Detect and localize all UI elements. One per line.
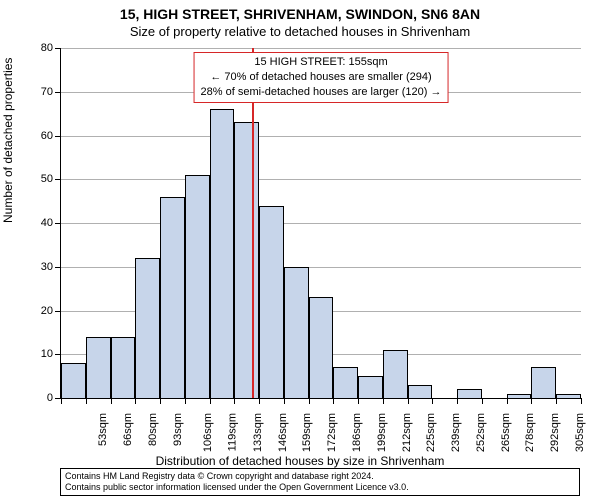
histogram-bar [284, 267, 309, 398]
x-tick [160, 398, 161, 404]
y-tick-label: 20 [23, 305, 53, 317]
y-tick-label: 10 [23, 348, 53, 360]
footer-attribution: Contains HM Land Registry data © Crown c… [60, 468, 580, 496]
histogram-bar [111, 337, 136, 398]
x-tick-label: 239sqm [450, 413, 462, 452]
annotation-line3: 28% of semi-detached houses are larger (… [201, 85, 442, 100]
histogram-bar [234, 122, 259, 398]
y-tick [55, 354, 61, 355]
x-tick [234, 398, 235, 404]
x-tick [383, 398, 384, 404]
x-tick-label: 172sqm [326, 413, 338, 452]
x-axis-label: Distribution of detached houses by size … [0, 454, 600, 468]
x-tick [185, 398, 186, 404]
x-tick-label: 93sqm [172, 413, 184, 446]
y-tick [55, 179, 61, 180]
x-tick-label: 106sqm [203, 413, 215, 452]
y-tick-label: 60 [23, 130, 53, 142]
y-tick-label: 40 [23, 217, 53, 229]
histogram-bar [383, 350, 408, 398]
x-tick [135, 398, 136, 404]
x-tick-label: 305sqm [574, 413, 586, 452]
y-tick-label: 80 [23, 42, 53, 54]
x-tick-label: 186sqm [351, 413, 363, 452]
x-tick-label: 225sqm [425, 413, 437, 452]
annotation-line1: 15 HIGH STREET: 155sqm [201, 55, 442, 70]
histogram-bar [259, 206, 284, 399]
histogram-bar [309, 297, 334, 398]
x-tick [531, 398, 532, 404]
y-tick [55, 136, 61, 137]
x-tick [111, 398, 112, 404]
y-axis-label: Number of detached properties [1, 58, 15, 223]
x-tick [259, 398, 260, 404]
chart-title-address: 15, HIGH STREET, SHRIVENHAM, SWINDON, SN… [0, 6, 600, 22]
x-tick [581, 398, 582, 404]
x-tick-label: 212sqm [401, 413, 413, 452]
x-tick-label: 159sqm [302, 413, 314, 452]
x-tick-label: 199sqm [376, 413, 388, 452]
x-tick [556, 398, 557, 404]
y-tick-label: 30 [23, 261, 53, 273]
histogram-bar [160, 197, 185, 398]
histogram-bar [333, 367, 358, 398]
x-tick-label: 146sqm [277, 413, 289, 452]
x-tick-label: 53sqm [97, 413, 109, 446]
y-tick [55, 48, 61, 49]
x-tick [309, 398, 310, 404]
x-tick [482, 398, 483, 404]
chart-title-subtitle: Size of property relative to detached ho… [0, 24, 600, 39]
plot-area: 0102030405060708053sqm66sqm80sqm93sqm106… [60, 48, 581, 399]
annotation-box: 15 HIGH STREET: 155sqm← 70% of detached … [194, 52, 449, 103]
x-tick [507, 398, 508, 404]
annotation-line2: ← 70% of detached houses are smaller (29… [201, 70, 442, 85]
y-tick-label: 50 [23, 173, 53, 185]
x-tick [432, 398, 433, 404]
histogram-bar [135, 258, 160, 398]
histogram-bar [507, 394, 532, 398]
histogram-bar [210, 109, 235, 398]
x-tick [61, 398, 62, 404]
x-tick [408, 398, 409, 404]
grid-line [61, 48, 581, 49]
x-tick-label: 252sqm [475, 413, 487, 452]
grid-line [61, 136, 581, 137]
y-tick-label: 0 [23, 392, 53, 404]
histogram-bar [531, 367, 556, 398]
histogram-bar [61, 363, 86, 398]
histogram-bar [185, 175, 210, 398]
x-tick-label: 278sqm [524, 413, 536, 452]
histogram-bar [556, 394, 581, 398]
chart-container: 15, HIGH STREET, SHRIVENHAM, SWINDON, SN… [0, 0, 600, 500]
y-tick [55, 311, 61, 312]
histogram-bar [86, 337, 111, 398]
x-tick [284, 398, 285, 404]
x-tick-label: 292sqm [549, 413, 561, 452]
x-tick [210, 398, 211, 404]
x-tick-label: 119sqm [227, 413, 239, 451]
x-tick [86, 398, 87, 404]
histogram-bar [358, 376, 383, 398]
footer-line2: Contains public sector information licen… [65, 482, 575, 493]
histogram-bar [408, 385, 433, 398]
histogram-bar [457, 389, 482, 398]
grid-line [61, 223, 581, 224]
y-tick-label: 70 [23, 86, 53, 98]
y-tick [55, 267, 61, 268]
grid-line [61, 179, 581, 180]
x-tick-label: 265sqm [500, 413, 512, 452]
footer-line1: Contains HM Land Registry data © Crown c… [65, 471, 575, 482]
y-tick [55, 92, 61, 93]
x-tick [358, 398, 359, 404]
x-tick [457, 398, 458, 404]
x-tick-label: 133sqm [252, 413, 264, 452]
x-tick-label: 80sqm [147, 413, 159, 446]
x-tick-label: 66sqm [122, 413, 134, 446]
x-tick [333, 398, 334, 404]
y-tick [55, 223, 61, 224]
